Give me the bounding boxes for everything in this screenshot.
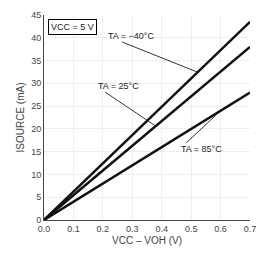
svg-text:0.5: 0.5 [185, 224, 198, 234]
svg-text:0.0: 0.0 [38, 224, 51, 234]
svg-text:0.2: 0.2 [97, 224, 110, 234]
svg-text:0.4: 0.4 [155, 224, 168, 234]
svg-text:ISOURCE (mA): ISOURCE (mA) [15, 83, 26, 153]
svg-text:TA = −40°C: TA = −40°C [108, 31, 154, 41]
svg-text:35: 35 [31, 56, 41, 66]
svg-text:VCC = 5 V: VCC = 5 V [51, 22, 94, 32]
svg-text:5: 5 [36, 192, 41, 202]
svg-text:25: 25 [31, 101, 41, 111]
svg-text:VCC – VOH (V): VCC – VOH (V) [112, 235, 182, 246]
svg-text:0.6: 0.6 [214, 224, 227, 234]
svg-text:40: 40 [31, 33, 41, 43]
svg-text:10: 10 [31, 170, 41, 180]
svg-text:45: 45 [31, 10, 41, 20]
svg-text:0.7: 0.7 [244, 224, 257, 234]
svg-text:20: 20 [31, 124, 41, 134]
svg-text:0: 0 [36, 215, 41, 225]
svg-text:15: 15 [31, 147, 41, 157]
svg-text:TA = 25°C: TA = 25°C [98, 81, 139, 91]
svg-text:TA = 85°C: TA = 85°C [181, 144, 222, 154]
svg-text:0.1: 0.1 [67, 224, 80, 234]
svg-text:0.3: 0.3 [126, 224, 139, 234]
svg-text:30: 30 [31, 78, 41, 88]
